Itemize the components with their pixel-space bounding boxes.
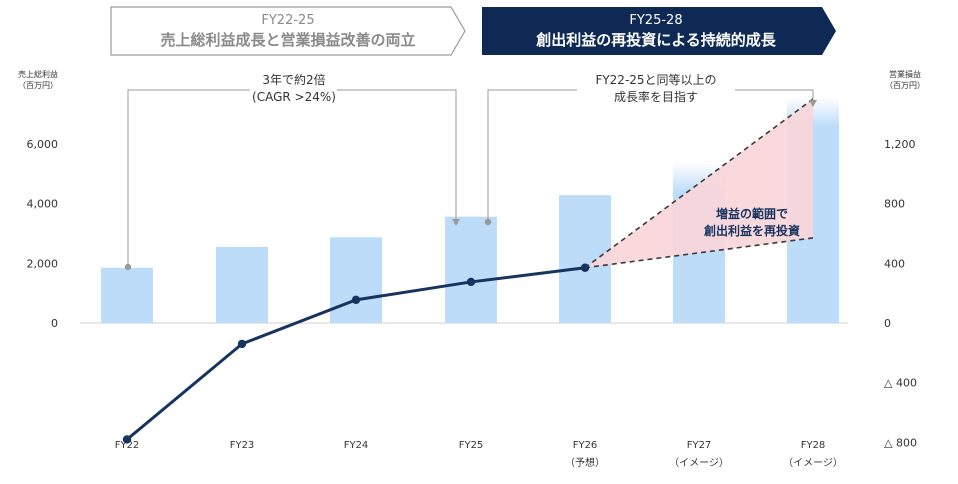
left-tick-label: 2,000 <box>27 257 59 270</box>
right-axis-unit: （百万円） <box>885 81 925 90</box>
phase-title: 売上総利益成長と営業損益改善の両立 <box>160 31 415 49</box>
callout-connector <box>337 89 457 222</box>
phase-banner-fy22-25: FY22-25 売上総利益成長と営業損益改善の両立 <box>110 6 466 56</box>
callout-connector <box>127 89 250 267</box>
line-series <box>122 263 590 444</box>
projection-upper-line <box>584 98 814 269</box>
x-tick-label: FY22 <box>115 440 140 451</box>
callout-text: 3年で約2倍 <box>262 72 325 87</box>
left-tick-label: 6,000 <box>27 138 59 151</box>
right-tick-label: △ 800 <box>884 436 917 449</box>
callout-growth: 3年で約2倍 (CAGR >24%) <box>124 72 460 271</box>
left-tick-label: 0 <box>51 317 58 330</box>
right-axis-title: 営業損益 <box>889 69 921 79</box>
bar-fy25 <box>445 216 497 323</box>
point-fy26 <box>580 263 590 272</box>
x-tick-sublabel: （イメージ） <box>669 457 729 469</box>
projection-label: 創出利益を再投資 <box>703 223 800 238</box>
x-tick-label: FY28 <box>801 440 826 451</box>
bar-fy23 <box>216 246 268 323</box>
x-tick-sublabel: （予想） <box>565 456 605 469</box>
point-fy22 <box>122 435 132 444</box>
x-tick-label: FY26 <box>573 440 598 451</box>
callout-text: 成長率を目指す <box>614 89 698 104</box>
right-tick-label: 400 <box>884 257 905 270</box>
x-tick-label: FY25 <box>459 440 484 451</box>
x-tick-sublabel: （イメージ） <box>783 457 843 469</box>
x-axis-labels: FY22 FY23 FY24 FY25 FY26 （予想） FY27 （イメージ） FY28 （イ… <box>115 440 843 469</box>
bar-fy24 <box>330 237 382 323</box>
callout-dot <box>124 263 132 271</box>
callout-arrowhead <box>809 100 817 107</box>
right-tick-label: 800 <box>884 198 905 211</box>
projection-lower-line <box>584 237 814 269</box>
phase-years: FY22-25 <box>261 13 314 28</box>
point-fy23 <box>237 339 247 349</box>
phase-banner-fy25-28: FY25-28 創出利益の再投資による持続的成長 <box>482 7 836 55</box>
right-tick-label: 0 <box>884 317 891 330</box>
phase-banner-outline <box>110 6 466 56</box>
x-tick-label: FY24 <box>344 440 369 451</box>
projection-wedge <box>585 99 813 268</box>
left-axis-title: 売上総利益 <box>18 69 58 79</box>
callout-target: FY22-25と同等以上の 成長率を目指す <box>484 73 817 226</box>
x-tick-label: FY23 <box>230 440 255 451</box>
callout-dot <box>484 218 492 226</box>
left-tick-label: 4,000 <box>27 198 59 211</box>
bar-fy22 <box>101 267 153 323</box>
phase-years: FY25-28 <box>629 13 682 28</box>
point-fy25 <box>466 277 476 287</box>
callout-text: FY22-25と同等以上の <box>595 73 716 87</box>
right-tick-label: 1,200 <box>884 138 916 151</box>
left-axis-unit: （百万円） <box>18 81 58 90</box>
callout-connector <box>735 89 814 102</box>
left-axis-ticks: 0 2,000 4,000 6,000 <box>27 138 59 330</box>
callout-arrowhead <box>452 219 460 226</box>
callout-connector <box>487 89 577 222</box>
phase-banner-filled <box>482 7 836 55</box>
phase-title: 創出利益の再投資による持続的成長 <box>535 31 777 49</box>
right-axis-ticks: △ 800 △ 400 0 400 800 1,200 <box>884 138 917 450</box>
right-tick-label: △ 400 <box>884 377 917 390</box>
callout-text: (CAGR >24%) <box>252 90 336 104</box>
x-tick-label: FY27 <box>687 440 712 451</box>
point-fy24 <box>351 295 361 305</box>
projection-label: 増益の範囲で <box>716 206 788 221</box>
